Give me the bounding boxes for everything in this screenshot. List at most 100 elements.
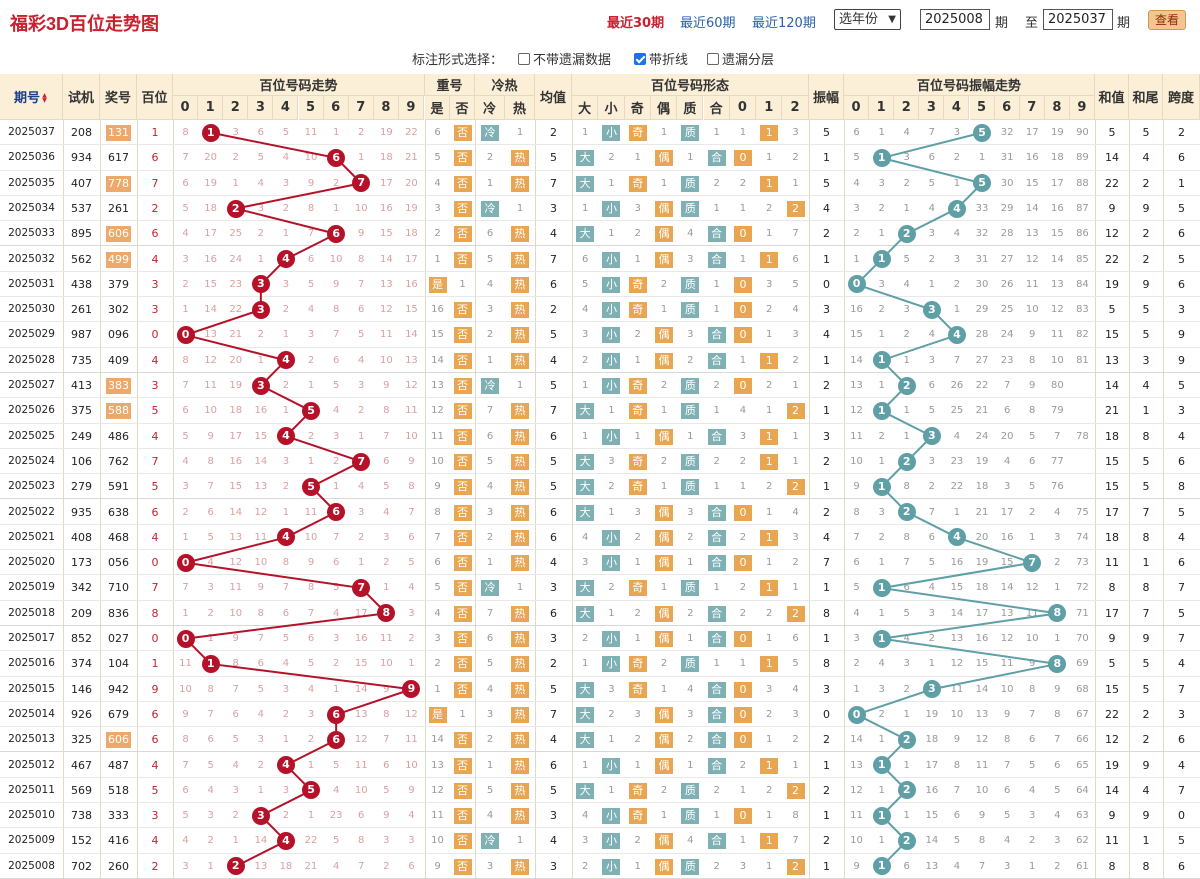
trend-ball: 5 [302,401,321,420]
option-polyline[interactable]: 带折线 [634,49,688,68]
checkbox-layered[interactable] [707,53,719,65]
sum-cell: 8 [1108,581,1116,595]
trend-miss-cell: 17 [379,177,393,189]
form-bs-cell: 小 [598,196,624,221]
option-no-missing[interactable]: 不带遗漏数据 [518,49,611,68]
amp-miss-cell: 9 [953,734,961,746]
form-col-header: 奇 [624,96,651,120]
sort-icon[interactable]: ▲▼ [41,91,48,102]
amp-miss-cell: 5 [903,607,910,619]
period-60-link[interactable]: 最近60期 [680,16,736,31]
view-button[interactable]: 查看 [1148,10,1186,30]
amp-miss-cell: 31 [1000,152,1014,164]
trend-miss-cell: 5 [257,152,265,164]
option-layered[interactable]: 遗漏分层 [707,49,774,68]
trend-digit-header: 1 [198,96,224,120]
trend-miss-cell: 12 [405,380,418,391]
hot-cell-tag: 热 [511,150,529,167]
avg-cell: 4 [550,353,557,367]
trend-miss-cell: 4 [332,784,340,796]
amp-miss-cell: 3 [1029,810,1036,822]
trend-ball: 7 [352,452,371,471]
form-col-header: 0 [729,96,757,120]
form-bs-cell-tag: 大 [576,150,595,167]
amp-miss-cell: 6 [928,380,936,391]
form-oe-cell-tag: 偶 [655,200,674,217]
option-polyline-label: 带折线 [649,53,689,68]
year-select[interactable]: 选年份 ▼ [834,9,901,30]
repeat-yes-cell: 是 [425,702,450,727]
amp-miss-cell: 74 [1076,531,1089,543]
span-cell: 8 [1178,480,1185,494]
trend-miss-cell: 8 [207,455,214,467]
issue-cell: 2025029 [8,328,55,341]
form-pc-cell: 3 [687,329,694,341]
trend-miss-cell: 15 [379,228,393,240]
trend-miss-cell: 16 [254,405,268,417]
checkbox-no-missing[interactable] [518,53,530,65]
form-bs-cell: 小 [598,373,624,398]
amp-miss-cell: 2 [1054,557,1061,569]
sumtail-header: 和尾 [1129,74,1163,120]
remainder-cell: 1 [756,424,782,449]
from-issue-input[interactable]: 2025008 [920,9,990,30]
form-bs-cell: 大 [572,145,598,170]
form-bs-cell-tag: 大 [576,681,595,698]
trend-miss-cell: 9 [182,708,189,720]
form-col-header: 小 [598,96,625,120]
form-bs-cell-tag: 小 [602,858,621,875]
form-pc-cell-tag: 质 [681,656,700,673]
table-row [0,449,1200,475]
trend-miss-cell: 11 [304,127,318,138]
hot-cell: 热 [505,247,535,272]
hot-cell: 热 [505,677,535,702]
form-oe-cell: 1 [634,557,641,569]
baiwei-cell: 6 [151,505,159,519]
trend-miss-cell: 8 [408,481,415,493]
remainder-cell: 3 [792,329,799,341]
amp-miss-cell: 25 [950,405,964,417]
trend-miss-cell: 3 [282,455,290,467]
trend-miss-cell: 4 [358,481,365,493]
shiji-cell: 562 [71,252,92,266]
trend-miss-cell: 2 [182,506,189,518]
amp-cell: 2 [823,783,830,797]
remainder-tag: 0 [733,681,752,698]
trend-miss-cell: 5 [282,633,290,644]
table-row [0,221,1200,247]
table-row [0,753,1200,778]
form-bs-cell: 大 [572,575,598,600]
cold-cell-tag: 冷 [481,580,499,597]
span-cell: 4 [1178,530,1185,544]
trend-miss-cell: 6 [182,784,189,796]
hot-cell-tag: 热 [511,782,529,799]
hot-cell: 热 [505,424,535,449]
repeat-no-cell-tag: 否 [453,833,472,850]
amp-miss-cell: 4 [853,607,860,619]
sumtail-cell: 3 [1142,353,1150,367]
checkbox-polyline[interactable] [634,53,646,65]
repeat-yes-cell: 11 [431,810,444,822]
period-30-link[interactable]: 最近30期 [607,16,665,31]
sum-cell: 15 [1105,328,1119,342]
remainder-tag: 1 [760,757,779,774]
issue-cell: 2025024 [8,454,55,467]
period-120-link[interactable]: 最近120期 [752,16,816,31]
hot-cell-tag: 热 [511,453,529,470]
amp-miss-cell: 1 [853,253,860,265]
to-issue-input[interactable]: 2025037 [1043,9,1113,30]
issue-header[interactable]: 期号 ▲▼ [0,74,63,120]
amp-miss-cell: 3 [878,177,885,189]
sum-cell: 5 [1108,303,1116,317]
baiwei-cell: 4 [151,530,159,544]
remainder-cell: 1 [766,860,773,872]
jianghao-cell: 762 [108,454,129,468]
repeat-no-header: 否 [450,96,475,120]
trend-miss-cell: 10 [354,202,368,214]
amp-miss-cell: 10 [1050,354,1064,366]
amp-miss-cell: 3 [928,228,936,240]
amp-miss-cell: 4 [953,430,961,442]
trend-miss-cell: 9 [332,278,340,290]
form-pc-cell: 1 [687,759,694,771]
sum-cell: 18 [1105,530,1119,544]
